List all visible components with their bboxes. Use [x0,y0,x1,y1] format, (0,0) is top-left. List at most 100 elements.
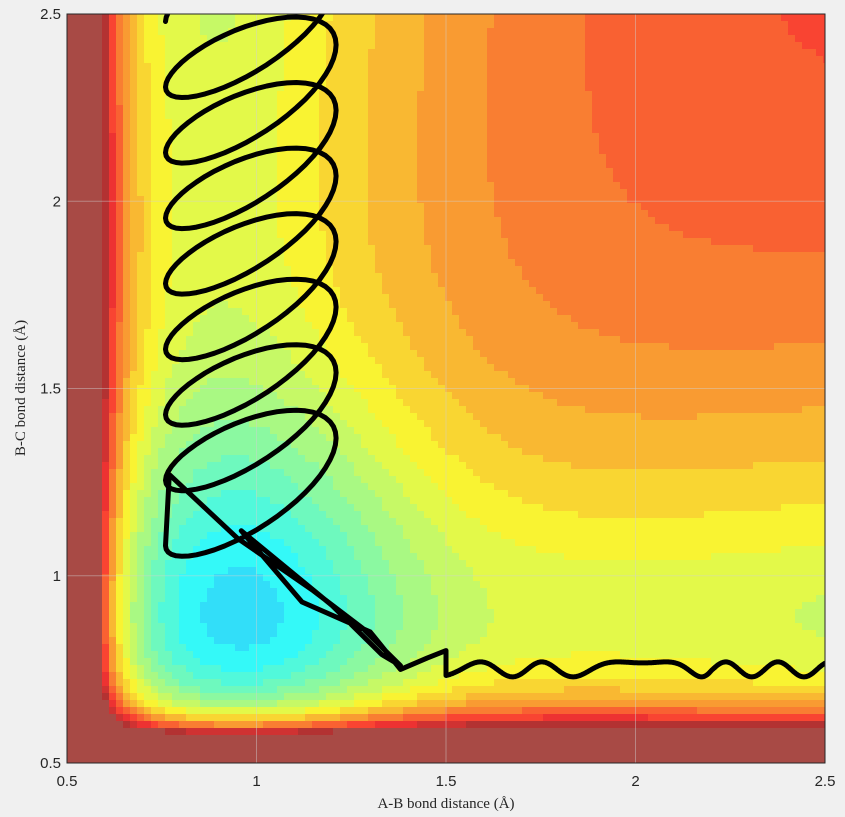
surface-cell [235,147,243,155]
surface-cell [123,35,131,43]
surface-cell [249,623,257,631]
surface-cell [144,546,152,554]
surface-cell [354,567,362,575]
surface-cell [326,441,334,449]
surface-cell [67,693,75,701]
surface-cell [319,322,327,330]
surface-cell [354,434,362,442]
surface-cell [305,462,313,470]
surface-cell [116,238,124,246]
surface-cell [242,322,250,330]
surface-cell [256,742,264,750]
surface-cell [207,560,215,568]
surface-cell [368,56,376,64]
surface-cell [221,49,229,57]
surface-cell [109,21,117,29]
surface-cell [263,469,271,477]
surface-cell [305,609,313,617]
surface-cell [81,623,89,631]
surface-cell [137,469,145,477]
surface-cell [368,623,376,631]
surface-cell [368,63,376,71]
surface-cell [123,525,131,533]
surface-cell [354,280,362,288]
surface-cell [179,91,187,99]
surface-cell [361,749,369,757]
surface-cell [319,455,327,463]
surface-cell [179,203,187,211]
surface-cell [74,371,82,379]
surface-cell [109,595,117,603]
surface-cell [193,252,201,260]
surface-cell [312,686,320,694]
surface-cell [375,273,383,281]
surface-cell [375,329,383,337]
surface-cell [361,518,369,526]
surface-cell [207,70,215,78]
surface-cell [305,525,313,533]
surface-cell [242,490,250,498]
surface-cell [151,385,159,393]
surface-cell [249,497,257,505]
surface-cell [102,434,110,442]
surface-cell [207,497,215,505]
surface-cell [235,518,243,526]
surface-cell [116,441,124,449]
surface-cell [347,203,355,211]
surface-cell [354,476,362,484]
surface-cell [102,203,110,211]
surface-cell [151,245,159,253]
surface-cell [207,203,215,211]
surface-cell [312,28,320,36]
surface-cell [165,567,173,575]
surface-cell [81,364,89,372]
surface-cell [326,70,334,78]
surface-cell [361,588,369,596]
surface-cell [361,357,369,365]
surface-cell [158,238,166,246]
surface-cell [88,350,96,358]
surface-cell [186,294,194,302]
surface-cell [368,315,376,323]
surface-cell [263,287,271,295]
surface-cell [144,378,152,386]
surface-cell [172,539,180,547]
surface-cell [109,98,117,106]
surface-cell [389,217,397,225]
surface-cell [214,756,222,763]
surface-cell [361,665,369,673]
surface-cell [249,28,257,36]
surface-cell [221,56,229,64]
surface-cell [354,308,362,316]
surface-cell [179,399,187,407]
surface-cell [67,161,75,169]
surface-cell [95,126,103,134]
surface-cell [81,476,89,484]
surface-cell [263,665,271,673]
surface-cell [144,315,152,323]
surface-cell [137,35,145,43]
surface-cell [361,399,369,407]
surface-cell [137,119,145,127]
surface-cell [256,406,264,414]
surface-cell [123,714,131,722]
surface-cell [172,616,180,624]
surface-cell [151,553,159,561]
surface-cell [270,161,278,169]
surface-cell [333,693,341,701]
surface-cell [95,553,103,561]
surface-cell [312,357,320,365]
surface-cell [242,266,250,274]
surface-cell [186,203,194,211]
surface-cell [74,287,82,295]
surface-cell [389,140,397,148]
surface-cell [67,182,75,190]
surface-cell [256,168,264,176]
surface-cell [242,168,250,176]
surface-cell [347,728,355,736]
surface-cell [333,385,341,393]
surface-cell [186,749,194,757]
surface-cell [158,378,166,386]
surface-cell [172,469,180,477]
surface-cell [88,154,96,162]
